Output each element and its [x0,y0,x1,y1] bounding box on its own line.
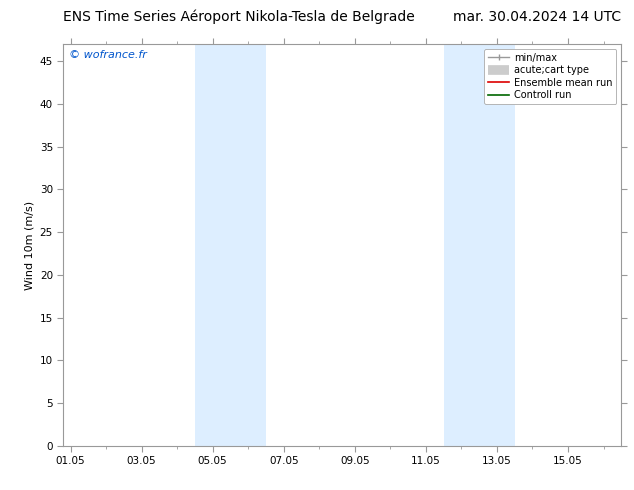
Y-axis label: Wind 10m (m/s): Wind 10m (m/s) [24,200,34,290]
Bar [444,44,515,446]
Text: ENS Time Series Aéroport Nikola-Tesla de Belgrade: ENS Time Series Aéroport Nikola-Tesla de… [63,10,415,24]
Text: © wofrance.fr: © wofrance.fr [69,50,147,60]
Bar [195,44,266,446]
Legend: min/max, acute;cart type, Ensemble mean run, Controll run: min/max, acute;cart type, Ensemble mean … [484,49,616,104]
Text: mar. 30.04.2024 14 UTC: mar. 30.04.2024 14 UTC [453,10,621,24]
